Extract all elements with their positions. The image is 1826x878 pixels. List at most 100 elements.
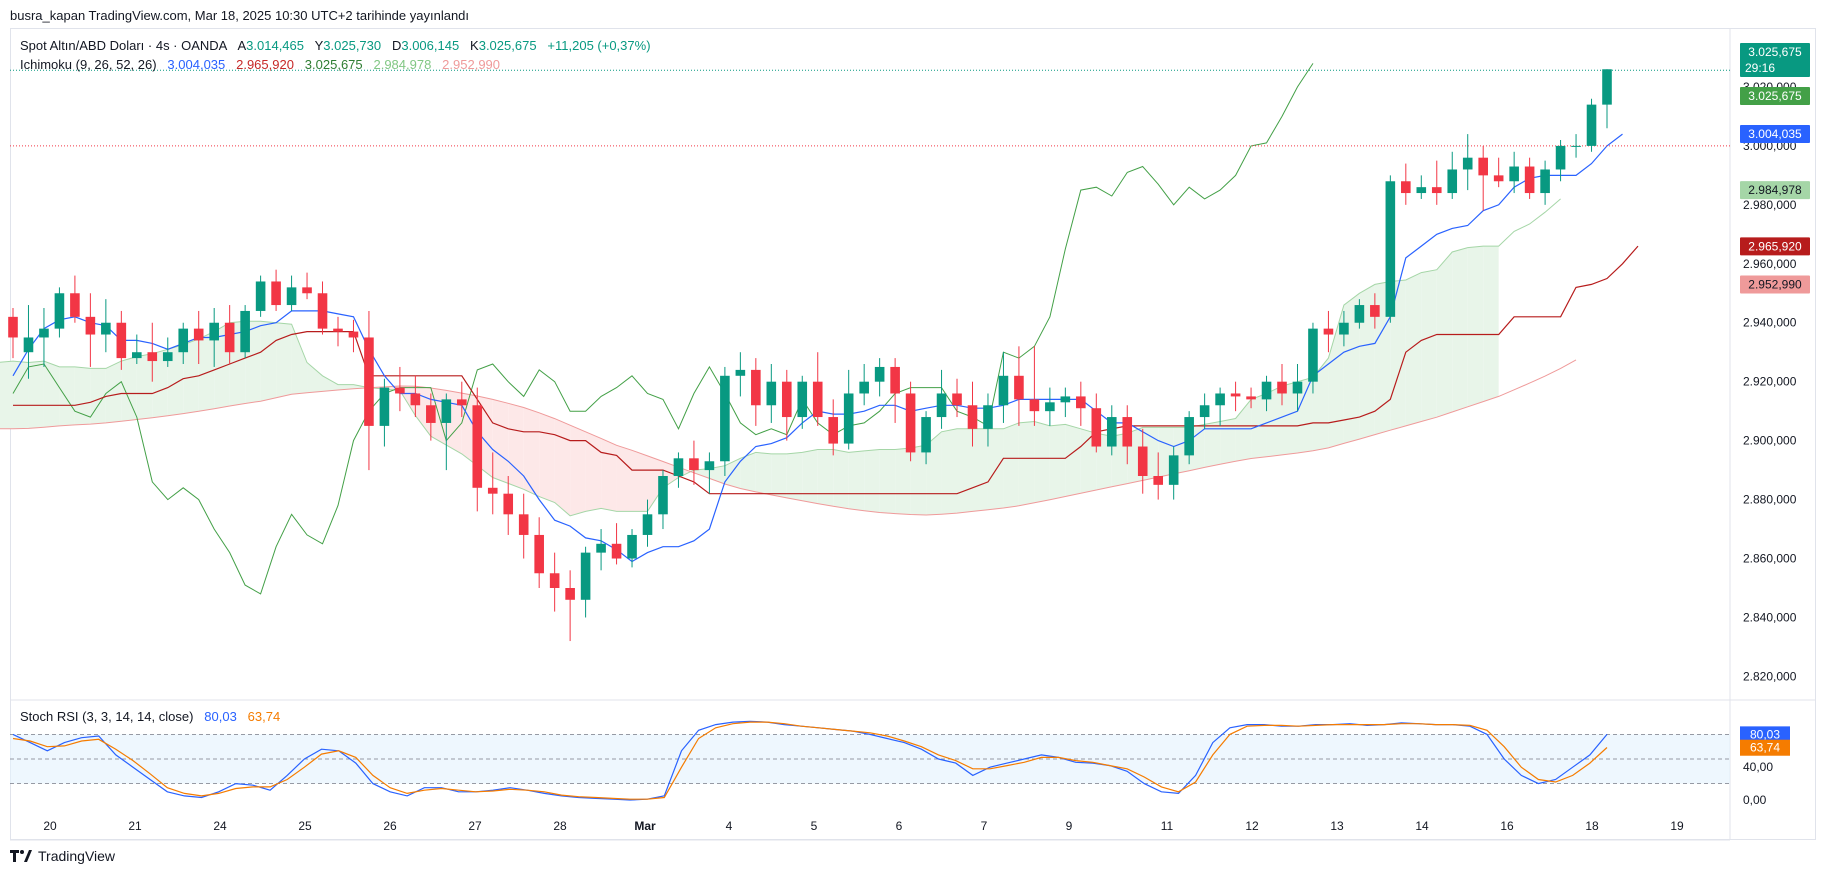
candle <box>1401 163 1411 205</box>
candle-body <box>70 293 80 317</box>
symbol-name[interactable]: Spot Altın/ABD Doları · 4s · OANDA <box>20 38 228 53</box>
candle-body <box>1462 157 1473 170</box>
price-tags: 3.025,675 29:16 3.025,675 3.004,035 2.984,97… <box>1740 43 1810 294</box>
cloud-segment <box>276 322 292 398</box>
candle-body <box>240 310 250 353</box>
cloud-segment <box>693 468 710 479</box>
candle <box>255 275 266 317</box>
cloud-segment <box>1266 386 1283 457</box>
stoch-k-tag-bg <box>1740 726 1790 743</box>
candle-body <box>1153 476 1164 485</box>
candle-body <box>998 375 1009 406</box>
price-tag-countdown: 29:16 <box>1745 61 1775 75</box>
candle <box>921 411 931 465</box>
candle <box>704 452 715 494</box>
y-tick-label: 2.880,000 <box>1743 493 1797 507</box>
price-tag: 2.984,978 <box>1740 181 1810 200</box>
lagging-value: 3.025,675 <box>304 57 363 72</box>
candle-body <box>952 393 962 406</box>
candle <box>410 375 421 418</box>
candle-body <box>85 316 96 335</box>
candle <box>441 393 452 471</box>
cloud-segment <box>1421 269 1437 422</box>
candle <box>503 476 514 535</box>
candle <box>1555 140 1566 182</box>
candle <box>1199 393 1210 429</box>
candle-body <box>658 476 668 515</box>
candle <box>843 369 854 450</box>
cloud-segment <box>1282 381 1298 455</box>
cloud-segment <box>523 407 540 497</box>
high-value: 3.025,730 <box>323 38 382 53</box>
candle <box>1524 157 1535 199</box>
cloud-segment <box>601 438 617 512</box>
y-tick-label: 2.840,000 <box>1743 610 1797 624</box>
candle <box>85 293 96 367</box>
candle-body <box>1106 417 1117 447</box>
candle-body <box>255 281 266 311</box>
candle <box>596 529 606 571</box>
candle-body <box>426 405 436 423</box>
x-tick-label: 24 <box>213 819 227 833</box>
candle-body <box>1060 396 1071 403</box>
stoch-legend[interactable]: Stoch RSI (3, 3, 14, 14, close) 80,03 63… <box>20 709 280 724</box>
candle-body <box>379 387 390 426</box>
candle <box>1230 381 1241 412</box>
candle-body <box>1602 69 1612 105</box>
high-label: Y <box>314 38 324 53</box>
candle <box>534 517 544 588</box>
candle <box>1586 98 1597 152</box>
candle-body <box>1493 175 1504 182</box>
ichimoku-legend[interactable]: Ichimoku (9, 26, 52, 26) 3.004,035 2.965… <box>20 57 500 72</box>
cloud-segment <box>1405 272 1422 426</box>
cloud-segment <box>1204 421 1221 468</box>
candle-body <box>642 514 653 535</box>
candle <box>1509 151 1519 194</box>
candle <box>983 393 993 447</box>
x-tick-label: 21 <box>128 819 142 833</box>
candle-body <box>1431 187 1442 194</box>
candle <box>766 364 777 423</box>
candle <box>271 269 281 311</box>
candle <box>302 272 312 300</box>
cloud-segment <box>198 331 215 412</box>
candle-body <box>1076 396 1086 409</box>
footer-brand[interactable]: TradingView <box>10 848 115 864</box>
price-tag-bg <box>1740 275 1810 294</box>
candle-body <box>518 514 529 535</box>
candle-body <box>596 543 606 553</box>
candle-body <box>132 352 142 359</box>
candles <box>8 69 1612 642</box>
cloud-segment <box>28 361 44 429</box>
candle-body <box>921 417 931 453</box>
stoch-title[interactable]: Stoch RSI (3, 3, 14, 14, close) <box>20 709 194 724</box>
candle-body <box>193 328 204 341</box>
cloud-segment <box>260 321 277 402</box>
cloud-segment <box>570 425 586 516</box>
candle-body <box>1261 381 1272 400</box>
candle-body <box>720 375 730 462</box>
y-tick-label: 2.920,000 <box>1743 375 1797 389</box>
candle-body <box>689 458 699 471</box>
candle <box>116 310 127 370</box>
candle <box>998 352 1009 423</box>
candle-body <box>23 337 34 353</box>
candle-body <box>1029 399 1040 412</box>
candle <box>518 493 529 559</box>
cloud-segment <box>879 449 896 514</box>
cloud-segment <box>492 399 509 484</box>
candle-body <box>735 369 746 376</box>
symbol-legend[interactable]: Spot Altın/ABD Doları · 4s · OANDA A3.01… <box>20 38 651 53</box>
candle <box>1354 299 1365 329</box>
candle <box>1339 310 1349 347</box>
ichimoku-title[interactable]: Ichimoku (9, 26, 52, 26) <box>20 57 157 72</box>
candle-body <box>843 393 854 444</box>
candle-body <box>1308 328 1318 382</box>
candle <box>1602 69 1612 129</box>
price-tag: 3.004,035 <box>1740 125 1810 144</box>
candle-body <box>8 316 18 338</box>
candle <box>1462 134 1473 191</box>
candle <box>828 399 839 456</box>
cloud-segment <box>833 449 849 509</box>
